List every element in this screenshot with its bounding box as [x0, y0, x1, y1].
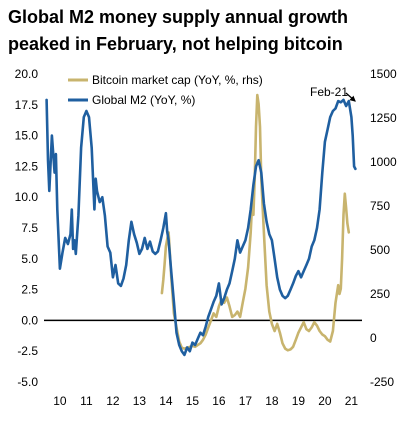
right-tick-label: 250	[370, 287, 390, 301]
right-tick-label: -250	[370, 375, 394, 389]
left-tick-label: 0.0	[21, 313, 38, 327]
x-tick-label: 21	[345, 394, 359, 408]
left-tick-label: 10.0	[15, 190, 39, 204]
x-tick-label: 18	[265, 394, 279, 408]
left-tick-label: 7.5	[21, 221, 38, 235]
m2-series-line	[45, 98, 357, 357]
x-tick-label: 11	[80, 394, 93, 408]
right-tick-label: 1500	[370, 67, 397, 81]
x-tick-label: 13	[133, 394, 147, 408]
x-tick-label: 20	[318, 394, 332, 408]
left-tick-label: -2.5	[17, 344, 38, 358]
right-tick-label: 0	[370, 331, 377, 345]
right-tick-label: 500	[370, 243, 390, 257]
left-tick-label: 2.5	[21, 283, 38, 297]
annotation: Feb-21	[310, 85, 356, 102]
x-tick-label: 15	[186, 394, 200, 408]
right-tick-label: 750	[370, 199, 390, 213]
x-tick-label: 12	[106, 394, 120, 408]
x-tick-label: 19	[292, 394, 306, 408]
left-tick-label: 15.0	[15, 129, 39, 143]
chart-title: Global M2 money supply annual growth pea…	[8, 7, 349, 54]
x-tick-label: 10	[53, 394, 67, 408]
right-tick-label: 1250	[370, 111, 397, 125]
x-axis: 10 11 12 13 14 15 16 17 18 19 20 21	[53, 394, 358, 408]
left-axis: -5.0 -2.5 0.0 2.5 5.0 7.5 10.0 12.5 15.0 17.5 20.0	[15, 67, 39, 389]
series-layer	[45, 93, 357, 357]
annotation-label: Feb-21	[310, 85, 348, 99]
left-tick-label: 17.5	[15, 98, 39, 112]
left-tick-label: -5.0	[17, 375, 38, 389]
right-axis: -250 0 250 500 750 1000 1250 1500	[370, 67, 397, 389]
annotation-arrow	[345, 92, 356, 102]
right-tick-label: 1000	[370, 155, 397, 169]
legend: Bitcoin market cap (YoY, %, rhs) Global …	[68, 73, 263, 107]
bitcoin-series-line	[160, 93, 351, 352]
left-tick-label: 12.5	[15, 159, 39, 173]
legend-label-m2: Global M2 (YoY, %)	[92, 93, 195, 107]
left-tick-label: 20.0	[15, 67, 39, 81]
x-tick-label: 14	[159, 394, 173, 408]
left-tick-label: 5.0	[21, 252, 38, 266]
x-tick-label: 16	[212, 394, 226, 408]
x-tick-label: 17	[239, 394, 253, 408]
legend-label-bitcoin: Bitcoin market cap (YoY, %, rhs)	[92, 73, 263, 87]
